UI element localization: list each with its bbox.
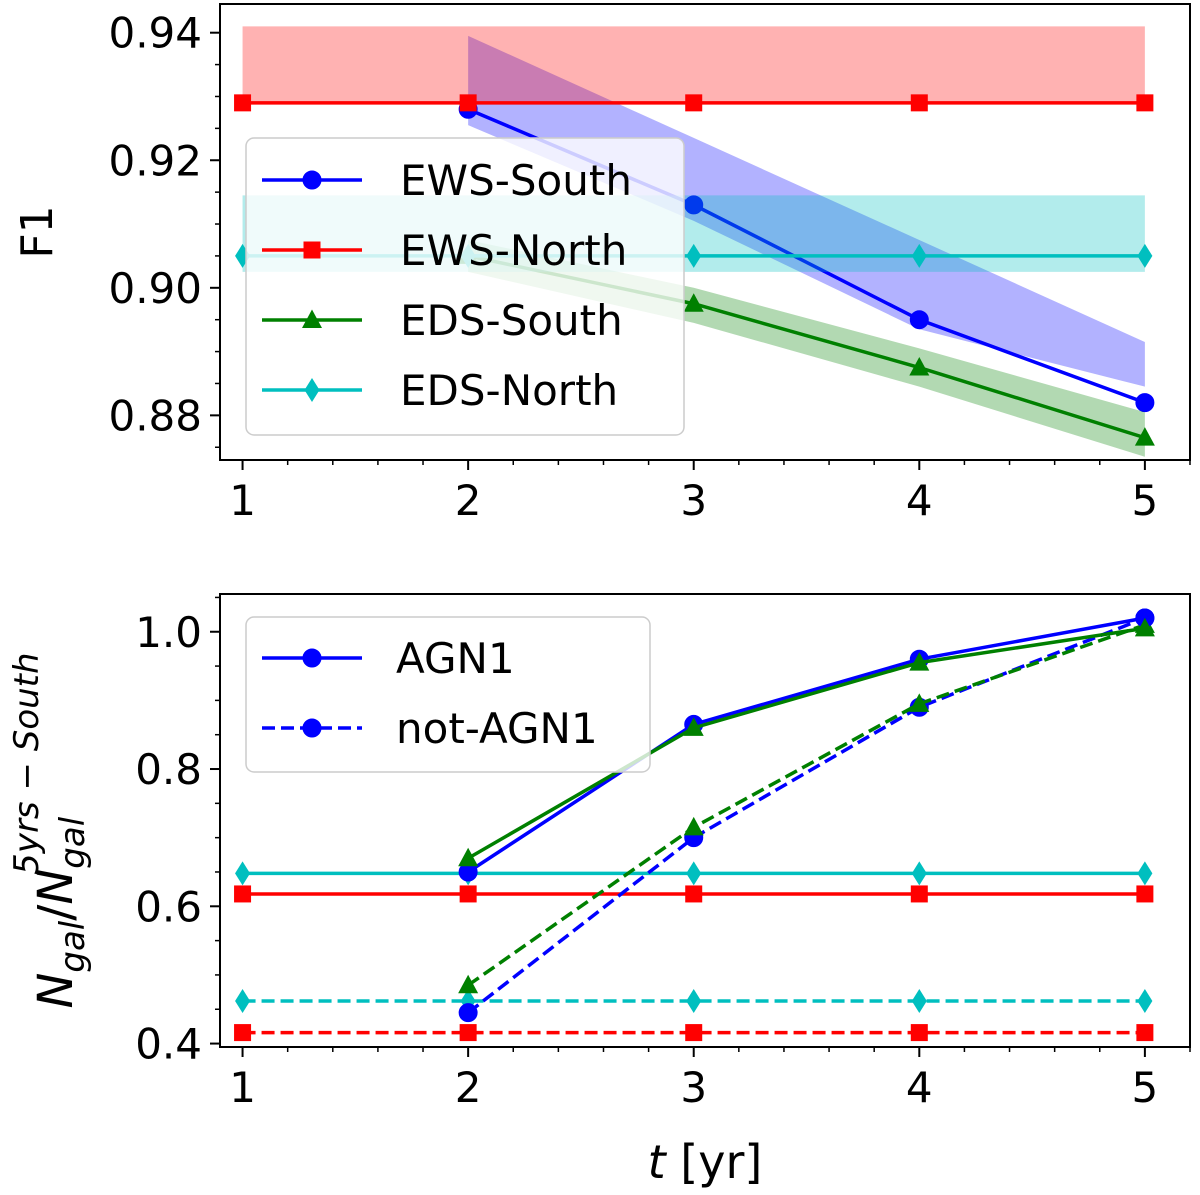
ews-north-point (459, 94, 477, 112)
ews-north-band (242, 26, 1145, 103)
legend-marker-agn1 (302, 648, 322, 668)
eds-south-not-agn1-line (467, 623, 1146, 987)
eds-north-not-agn1-point (686, 989, 702, 1014)
f1-ytick-label: 0.94 (108, 9, 202, 58)
ews-south-point (909, 310, 929, 330)
f1-legend-box (245, 137, 685, 436)
legend-marker-ews-north (303, 241, 321, 259)
eds-south-point (909, 357, 930, 376)
f1-xtick-label: 2 (455, 476, 482, 525)
ngal-ytick-label: 0.4 (135, 1020, 202, 1069)
ews-north-agn1-point (910, 885, 928, 903)
eds-south-agn1-line (467, 626, 1146, 860)
ngal-ylabel: Ngal/Ngal5yrs − South (7, 652, 93, 1008)
ngal-ytick-label: 0.6 (135, 882, 202, 931)
ews-south-agn1-line (467, 616, 1146, 874)
eds-north-agn1-point (686, 861, 702, 886)
eds-south-not-agn1-point (909, 693, 930, 712)
ews-north-point (234, 94, 252, 112)
ews-south-not-agn1-point (458, 1003, 478, 1023)
ews-south-band (468, 35, 1145, 387)
eds-north-agn1-point (1137, 861, 1153, 886)
f1-ytick-label: 0.92 (108, 136, 202, 185)
f1-xtick-label: 4 (906, 476, 933, 525)
legend-label-ews-north: EWS-North (400, 226, 627, 275)
legend-marker-eds-north (304, 378, 320, 402)
ngal-xtick-label: 1 (229, 1063, 256, 1112)
eds-north-point (686, 243, 702, 268)
ews-north-point (685, 94, 703, 112)
ews-south-point (1135, 393, 1155, 413)
eds-south-agn1-point (458, 847, 479, 867)
eds-south-agn1-point (683, 717, 704, 736)
ews-north-not-agn1-point (234, 1024, 252, 1042)
eds-south-not-agn1-point (458, 974, 479, 994)
ngal-xtick-label: 4 (906, 1063, 933, 1112)
eds-south-point (683, 293, 704, 312)
legend-label-eds-north: EDS-North (400, 366, 618, 415)
eds-south-agn1-point (909, 652, 930, 671)
ews-north-not-agn1-point (685, 1024, 703, 1042)
ngal-legend-box (245, 616, 651, 773)
ngal-ytick-label: 1.0 (135, 608, 202, 657)
legend-label-ews-south: EWS-South (400, 156, 632, 205)
eds-north-not-agn1-point (1137, 989, 1153, 1014)
f1-ytick-label: 0.88 (108, 391, 202, 440)
ngal-axes-frame (219, 593, 1191, 1048)
ngal-xtick-label: 3 (680, 1063, 707, 1112)
ews-north-not-agn1-point (1136, 1024, 1154, 1042)
ngal-xtick-label: 5 (1132, 1063, 1159, 1112)
legend-label-eds-south: EDS-South (400, 296, 623, 345)
eds-north-agn1-point (911, 861, 927, 886)
f1-xtick-label: 3 (680, 476, 707, 525)
ngal-ratio-panel: 1 2 3 4 5 0.4 0.6 0.8 1.0 t [yr] Ngal/Ngal5yrs − S… (7, 593, 1191, 1189)
f1-xtick-label: 5 (1132, 476, 1159, 525)
f1-axes-frame (219, 3, 1191, 461)
ews-north-agn1-point (234, 885, 252, 903)
eds-north-agn1-point (235, 861, 251, 886)
ews-north-agn1-point (685, 885, 703, 903)
legend-marker-ews-south (302, 170, 322, 190)
eds-south-agn1-point (1134, 617, 1155, 637)
ngal-xtick-label: 2 (455, 1063, 482, 1112)
legend-label-agn1: AGN1 (396, 634, 515, 683)
eds-north-not-agn1-point (911, 989, 927, 1014)
f1-panel: 1 2 3 4 5 0.88 0.90 0.92 0.94 F1 EWS-South EWS-Nort… (12, 3, 1191, 525)
ngal-legend: AGN1 not-AGN1 (245, 616, 651, 773)
f1-ylabel: F1 (12, 205, 63, 258)
eds-north-point (1137, 243, 1153, 268)
ews-north-agn1-point (1136, 885, 1154, 903)
ews-north-agn1-point (459, 885, 477, 903)
ews-north-point (910, 94, 928, 112)
ngal-xlabel: t [yr] (648, 1135, 763, 1189)
ews-north-not-agn1-point (910, 1024, 928, 1042)
legend-marker-eds-south (302, 309, 322, 328)
f1-xtick-label: 1 (229, 476, 256, 525)
legend-label-not-agn1: not-AGN1 (396, 704, 598, 753)
ews-north-not-agn1-point (459, 1024, 477, 1042)
legend-marker-not-agn1 (302, 718, 322, 738)
ngal-ytick-label: 0.8 (135, 745, 202, 794)
eds-south-not-agn1-point (683, 816, 704, 836)
ews-north-point (1136, 94, 1154, 112)
eds-south-point (1134, 427, 1155, 446)
f1-legend: EWS-South EWS-North EDS-South EDS-North (245, 137, 685, 436)
eds-north-point (911, 243, 927, 268)
f1-ytick-label: 0.90 (108, 264, 202, 313)
eds-north-not-agn1-point (235, 989, 251, 1014)
